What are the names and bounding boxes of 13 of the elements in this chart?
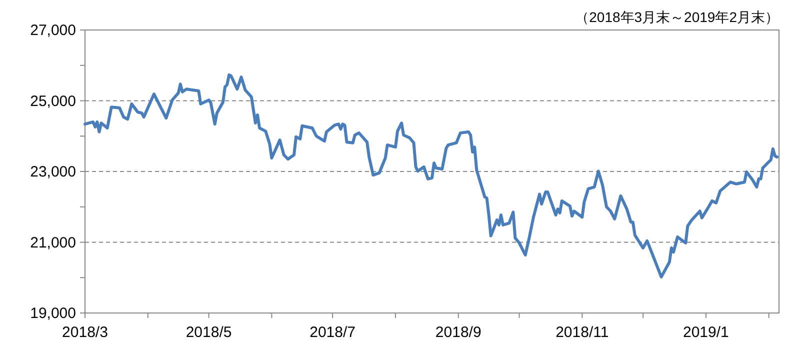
y-tick-label: 27,000 [30,22,76,39]
text: （2018年3月末～2019年2月末） [575,9,779,25]
x-tick-label: 2018/3 [62,324,108,341]
x-tick-label: 2018/5 [186,324,232,341]
line-series [84,73,778,278]
x-tick-label: 2019/1 [683,324,729,341]
x-tick-label: 2018/7 [310,324,356,341]
x-tick-label: 2018/11 [556,324,609,341]
y-tick-label: 19,000 [30,305,76,322]
y-tick-label: 25,000 [30,92,76,110]
y-tick-label: 21,000 [30,234,76,252]
x-tick-label: 2018/9 [435,324,482,341]
y-tick-label: 23,000 [30,164,76,180]
